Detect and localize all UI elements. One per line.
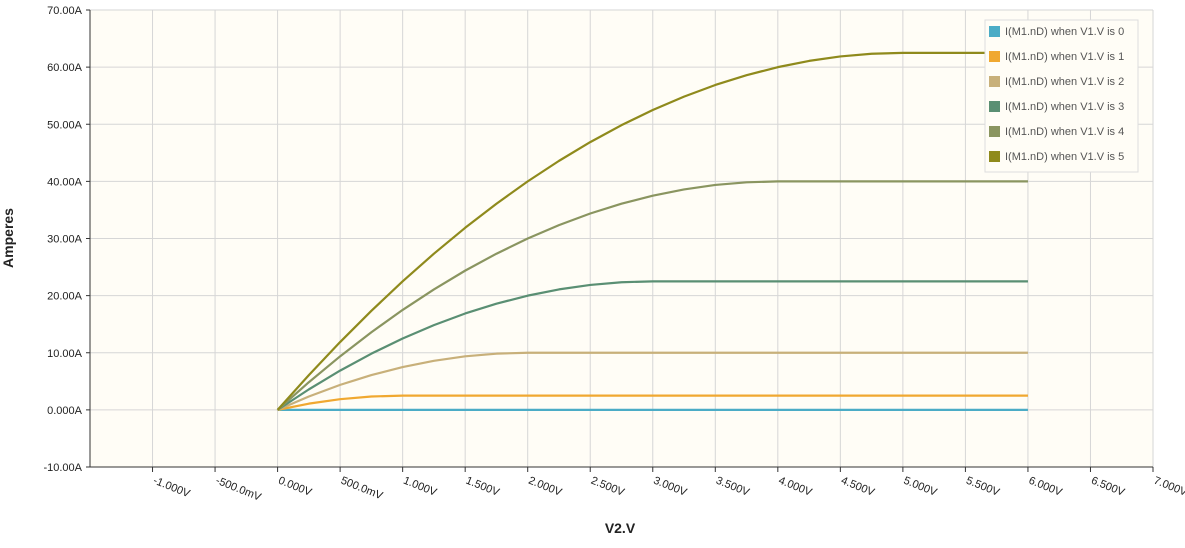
legend-entry: I(M1.nD) when V1.V is 1 (1005, 51, 1124, 63)
x-tick-label: 2.500V (589, 475, 626, 499)
x-tick-label: 7.000V (1152, 475, 1185, 499)
legend-entry: I(M1.nD) when V1.V is 3 (1005, 101, 1124, 113)
series-line (276, 280, 1028, 411)
series-line (276, 51, 1028, 411)
legend-entry: I(M1.nD) when V1.V is 2 (1005, 76, 1124, 88)
y-tick-label: 50.00A (47, 119, 83, 131)
x-tick-label: 5.000V (902, 475, 939, 499)
series-lines (276, 51, 1028, 411)
y-tick-label: -10.00A (43, 462, 82, 474)
legend-swatch (989, 51, 1000, 62)
y-tick-label: 60.00A (47, 62, 83, 74)
legend: I(M1.nD) when V1.V is 0 I(M1.nD) when V1.… (984, 19, 1139, 173)
legend-entry: I(M1.nD) when V1.V is 4 (1005, 126, 1124, 138)
x-tick-label: -500.0mV (214, 475, 263, 504)
x-tick-label: 6.500V (1089, 475, 1126, 499)
series-line (277, 351, 1028, 411)
legend-swatch (989, 151, 1000, 162)
x-tick-label: 1.000V (402, 475, 439, 499)
legend-swatch (989, 101, 1000, 112)
x-tick-label: -1.000V (151, 475, 192, 501)
y-tick-label: 40.00A (47, 176, 83, 188)
legend-entry: I(M1.nD) when V1.V is 0 (1005, 26, 1124, 38)
x-tick-label: 4.500V (839, 475, 876, 499)
x-tick-label: 4.000V (777, 475, 814, 499)
y-tick-label: 70.00A (47, 5, 83, 17)
series-line (277, 394, 1028, 411)
legend-box (984, 19, 1139, 173)
x-tick-label: 1.500V (464, 475, 501, 499)
y-tick-label: 20.00A (47, 291, 83, 303)
legend-swatch (989, 26, 1000, 37)
x-tick-label: 6.000V (1027, 475, 1064, 499)
legend-swatch (989, 76, 1000, 87)
x-tick-label: 0.000V (276, 475, 313, 499)
y-axis-title: Amperes (0, 208, 16, 268)
y-tick-label: 0.000A (47, 405, 83, 417)
y-tick-label: 10.00A (47, 348, 83, 360)
x-axis-title: V2.V (605, 520, 636, 536)
y-tick-label: 30.00A (47, 234, 83, 246)
legend-swatch (989, 126, 1000, 137)
series-line (276, 180, 1028, 411)
x-tick-label: 5.500V (964, 475, 1001, 499)
x-tick-label: 3.500V (714, 475, 751, 499)
legend-entry: I(M1.nD) when V1.V is 5 (1005, 151, 1124, 163)
x-tick-label: 2.000V (527, 475, 564, 499)
x-tick-label: 3.000V (652, 475, 689, 499)
x-tick-label: 500.0mV (339, 475, 385, 503)
